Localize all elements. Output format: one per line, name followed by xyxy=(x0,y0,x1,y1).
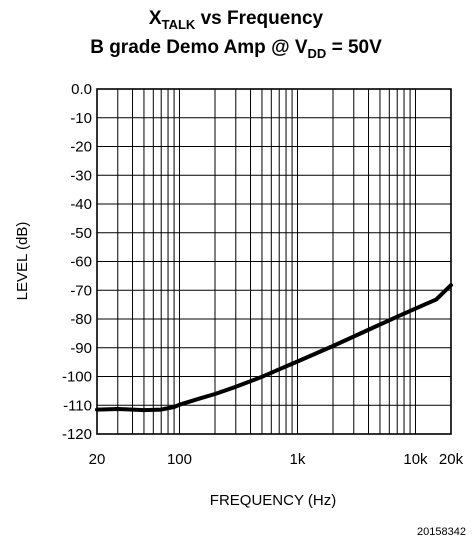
y-tick-label: -40 xyxy=(70,196,92,213)
x-tick-label: 20k xyxy=(439,451,464,468)
y-axis-label: LEVEL (dB) xyxy=(14,222,31,301)
x-tick-label: 20 xyxy=(89,451,106,468)
series-line xyxy=(95,283,453,413)
chart-title-line-1: XTALK vs Frequency xyxy=(149,8,324,32)
x-tick-label: 10k xyxy=(403,451,428,468)
chart-title-line-2: B grade Demo Amp @ VDD = 50V xyxy=(90,37,382,61)
y-tick-label: -10 xyxy=(70,110,92,127)
y-tick-label: -120 xyxy=(62,426,92,443)
y-tick-label: -60 xyxy=(70,254,92,271)
grid xyxy=(97,89,451,434)
chart-title-1-rest: vs Frequency xyxy=(195,8,323,29)
plot-frame xyxy=(96,88,452,435)
y-tick-label: -90 xyxy=(70,340,92,357)
y-tick-label: 0.0 xyxy=(71,81,92,98)
y-tick-label: -30 xyxy=(70,167,92,184)
y-tick-label: -80 xyxy=(70,311,92,328)
y-tick-label: -70 xyxy=(70,282,92,299)
chart-title-1-main: X xyxy=(149,8,162,29)
chart-title-1-sub: TALK xyxy=(162,17,196,32)
x-axis-label: FREQUENCY (Hz) xyxy=(210,492,336,509)
chart-title-2-rest: = 50V xyxy=(326,37,382,58)
figure-id: 20158342 xyxy=(417,526,466,538)
x-tick-label: 100 xyxy=(167,451,192,468)
y-tick-label: -110 xyxy=(63,397,92,414)
y-tick-label: -100 xyxy=(62,369,92,386)
y-tick-label: -20 xyxy=(70,139,92,156)
series-layer xyxy=(95,283,453,413)
x-tick-label: 1k xyxy=(290,451,306,468)
chart-title-2-main: B grade Demo Amp @ V xyxy=(90,37,308,58)
y-tick-label: -50 xyxy=(70,225,92,242)
tick-labels: 0.0 -10 -20 -30 -40 -50 -60 -70 -80 -90 -100 -110 -1… xyxy=(62,81,464,468)
chart-title-2-sub: DD xyxy=(308,46,327,61)
